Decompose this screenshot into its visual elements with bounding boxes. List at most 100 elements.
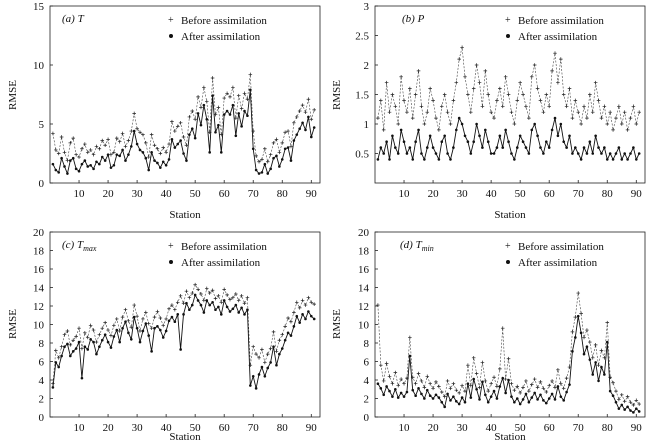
data-point-before bbox=[588, 92, 592, 97]
data-point-after bbox=[103, 159, 107, 162]
data-point-before bbox=[550, 69, 554, 73]
x-tick-label: 90 bbox=[306, 422, 318, 434]
series-after-line bbox=[377, 116, 640, 161]
data-point-after bbox=[626, 158, 629, 161]
data-point-after bbox=[513, 400, 516, 404]
data-point-before bbox=[434, 380, 438, 384]
data-point-before bbox=[193, 117, 197, 122]
data-point-after bbox=[568, 134, 571, 138]
data-point-before bbox=[161, 323, 166, 328]
panel-title: (b) P bbox=[402, 13, 425, 25]
data-point-after bbox=[60, 156, 63, 160]
data-point-after bbox=[527, 400, 531, 404]
data-point-after bbox=[51, 162, 55, 166]
legend-marker-after bbox=[169, 260, 173, 264]
data-point-before bbox=[236, 298, 241, 303]
data-point-after bbox=[298, 321, 301, 324]
data-point-after bbox=[394, 387, 397, 391]
data-point-before bbox=[56, 356, 61, 360]
data-point-before bbox=[512, 388, 517, 392]
data-point-after bbox=[304, 128, 307, 132]
data-point-before bbox=[570, 116, 575, 120]
data-point-before bbox=[396, 383, 401, 388]
data-point-after bbox=[521, 398, 525, 401]
data-point-before bbox=[596, 98, 601, 103]
data-point-after bbox=[510, 152, 513, 155]
data-point-before bbox=[466, 363, 470, 367]
y-tick-label: 12 bbox=[358, 301, 369, 313]
data-point-before bbox=[294, 300, 299, 305]
data-point-after bbox=[298, 127, 301, 131]
data-point-before bbox=[292, 121, 296, 125]
data-point-before bbox=[529, 75, 534, 79]
data-point-after bbox=[420, 152, 423, 155]
data-point-before bbox=[611, 380, 615, 385]
data-point-after bbox=[263, 162, 267, 166]
data-point-before bbox=[271, 141, 276, 145]
series-before-line bbox=[52, 284, 315, 384]
legend-marker-before: + bbox=[168, 15, 174, 26]
data-point-after bbox=[257, 373, 261, 376]
data-point-before bbox=[588, 340, 592, 344]
data-point-after bbox=[571, 152, 574, 155]
data-point-after bbox=[449, 158, 452, 161]
data-point-after bbox=[489, 152, 493, 155]
legend-label-before: Before assimilation bbox=[181, 15, 267, 27]
data-point-after bbox=[217, 123, 220, 127]
data-point-after bbox=[460, 122, 464, 126]
data-point-before bbox=[480, 360, 485, 365]
data-point-after bbox=[588, 140, 592, 143]
data-point-before bbox=[474, 371, 479, 376]
data-point-before bbox=[445, 379, 450, 383]
data-point-before bbox=[222, 287, 226, 292]
data-point-before bbox=[503, 75, 508, 79]
data-point-after bbox=[51, 386, 55, 389]
data-point-after bbox=[156, 325, 159, 328]
data-point-after bbox=[452, 395, 455, 398]
data-point-before bbox=[547, 383, 551, 388]
data-point-after bbox=[417, 128, 420, 132]
data-point-after bbox=[594, 134, 597, 138]
data-point-before bbox=[254, 352, 258, 356]
data-point-before bbox=[480, 104, 485, 109]
x-tick-label: 90 bbox=[631, 188, 643, 200]
data-point-after bbox=[129, 338, 133, 341]
data-point-before bbox=[129, 129, 134, 133]
legend-label-before: Before assimilation bbox=[518, 15, 604, 27]
data-point-after bbox=[100, 338, 104, 342]
data-point-after bbox=[219, 313, 223, 316]
y-tick-label: 14 bbox=[33, 283, 45, 295]
data-point-after bbox=[312, 126, 316, 129]
y-tick-label: 8 bbox=[39, 338, 45, 350]
data-point-before bbox=[619, 393, 624, 397]
data-point-after bbox=[144, 156, 148, 160]
data-point-after bbox=[388, 158, 391, 161]
data-point-before bbox=[477, 80, 482, 85]
data-point-before bbox=[457, 391, 461, 395]
data-point-before bbox=[74, 152, 78, 157]
data-point-after bbox=[124, 159, 127, 162]
data-point-before bbox=[608, 110, 612, 114]
data-point-before bbox=[445, 110, 450, 114]
data-point-after bbox=[428, 134, 432, 138]
data-point-before bbox=[509, 381, 514, 386]
data-point-before bbox=[457, 57, 461, 61]
data-point-after bbox=[600, 152, 603, 155]
data-point-before bbox=[553, 51, 557, 55]
data-point-before bbox=[231, 85, 235, 90]
data-point-after bbox=[504, 128, 507, 132]
data-point-after bbox=[388, 389, 391, 393]
data-point-before bbox=[91, 152, 96, 157]
data-point-after bbox=[69, 159, 72, 162]
data-point-after bbox=[504, 391, 507, 395]
data-point-before bbox=[65, 329, 70, 333]
data-point-before bbox=[54, 348, 58, 353]
data-point-after bbox=[536, 134, 539, 138]
data-point-before bbox=[260, 347, 264, 352]
data-point-after bbox=[60, 354, 63, 358]
data-point-after bbox=[307, 310, 310, 313]
data-point-after bbox=[399, 391, 403, 395]
data-point-after bbox=[431, 146, 435, 149]
data-point-before bbox=[158, 316, 163, 320]
data-point-before bbox=[622, 399, 627, 404]
